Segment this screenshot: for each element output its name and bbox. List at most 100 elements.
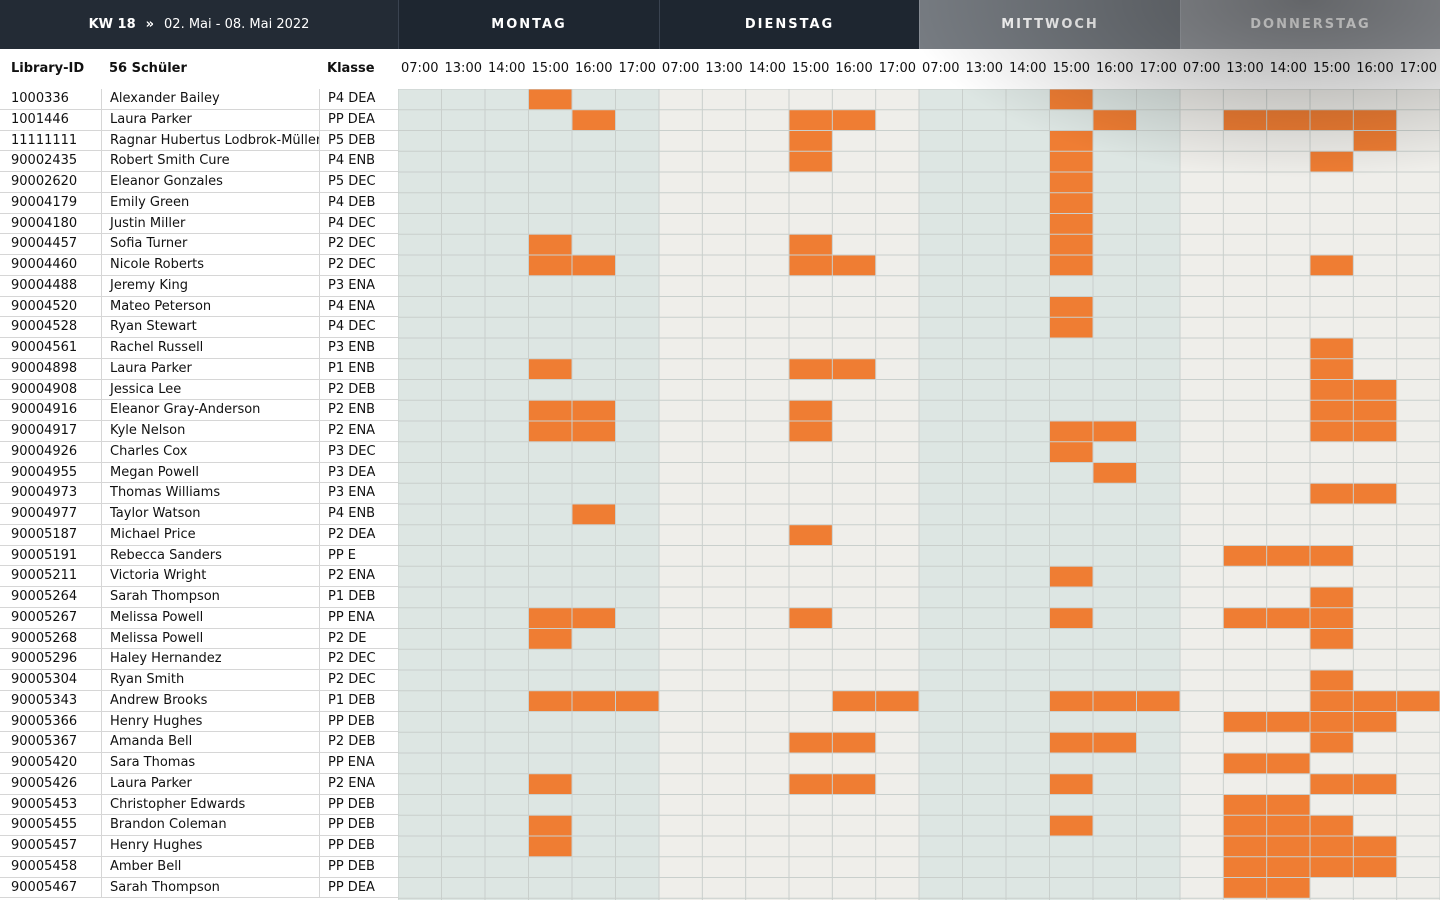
student-row[interactable]: 90005268 Melissa Powell P2 DE — [0, 628, 398, 650]
student-name: Ryan Smith — [101, 670, 319, 691]
student-row[interactable]: 90004528 Ryan Stewart P4 DEC — [0, 317, 398, 338]
student-row[interactable]: 90002435 Robert Smith Cure P4 ENB — [0, 151, 398, 172]
booked-slot — [1310, 379, 1354, 401]
student-row[interactable]: 90004977 Taylor Watson P4 ENB — [0, 504, 398, 525]
student-row[interactable]: 90005296 Haley Hernandez P2 DEC — [0, 649, 398, 670]
column-header-students[interactable]: 56 Schüler — [109, 61, 187, 76]
student-id: 90004520 — [11, 298, 78, 314]
student-name: Laura Parker — [101, 109, 319, 131]
student-id: 90005366 — [11, 713, 78, 729]
student-row[interactable]: 90004898 Laura Parker P1 ENB — [0, 358, 398, 380]
student-row[interactable]: 90005453 Christopher Edwards PP DEB — [0, 794, 398, 816]
student-class: P4 ENA — [319, 296, 398, 318]
booked-slot — [1049, 317, 1093, 338]
student-row[interactable]: 90004561 Rachel Russell P3 ENB — [0, 338, 398, 359]
student-row[interactable]: 90004488 Jeremy King P3 ENA — [0, 275, 398, 297]
student-class: PP DEA — [319, 109, 398, 131]
booked-slot — [1266, 836, 1310, 857]
booked-slot — [528, 421, 572, 442]
booked-slot — [1310, 856, 1354, 878]
booked-slot — [1310, 711, 1354, 733]
student-row[interactable]: 90005467 Sarah Thompson PP DEA — [0, 877, 398, 899]
day-header-tuesday: DIENSTAG — [659, 0, 919, 49]
time-header: 16:00 — [1096, 61, 1134, 76]
student-name: Mateo Peterson — [101, 296, 319, 318]
student-name: Megan Powell — [101, 462, 319, 484]
booked-slot — [789, 732, 833, 753]
booked-slot — [1266, 753, 1310, 774]
student-id: 90004561 — [11, 340, 78, 355]
booked-slot — [1093, 732, 1137, 753]
time-header: 15:00 — [791, 61, 830, 76]
student-row[interactable]: 90004179 Emily Green P4 DEB — [0, 192, 398, 214]
student-row[interactable]: 90005367 Amanda Bell P2 DEB — [0, 732, 398, 753]
student-id: 90002620 — [11, 174, 78, 189]
student-row[interactable]: 90004917 Kyle Nelson P2 ENA — [0, 421, 398, 442]
student-row[interactable]: 90004955 Megan Powell P3 DEA — [0, 462, 398, 484]
booked-slot — [1353, 400, 1397, 421]
day-header-thursday: DONNERSTAG — [1180, 0, 1440, 49]
student-class: P2 DE — [319, 628, 398, 650]
booked-slot — [1310, 358, 1354, 380]
booked-slot — [1049, 566, 1093, 587]
student-row[interactable]: 1000336 Alexander Bailey P4 DEA — [0, 89, 398, 110]
student-row[interactable]: 90005457 Henry Hughes PP DEB — [0, 836, 398, 857]
booked-slot — [572, 504, 616, 525]
student-row[interactable]: 11111111 Ragnar Hubertus Lodbrok-Müller P5… — [0, 130, 398, 152]
student-row[interactable]: 90005267 Melissa Powell PP ENA — [0, 607, 398, 629]
student-row[interactable]: 90004520 Mateo Peterson P4 ENA — [0, 296, 398, 318]
student-row[interactable]: 90005191 Rebecca Sanders PP E — [0, 545, 398, 567]
booked-slot — [1353, 109, 1397, 131]
booked-slot — [1396, 690, 1440, 712]
student-name: Laura Parker — [101, 773, 319, 795]
student-name: Jessica Lee — [101, 379, 319, 401]
booked-slot — [1266, 607, 1310, 629]
student-row[interactable]: 90005420 Sara Thomas PP ENA — [0, 753, 398, 774]
student-class: P3 ENA — [319, 275, 398, 297]
student-row[interactable]: 90005187 Michael Price P2 DEA — [0, 524, 398, 546]
student-row[interactable]: 90004926 Charles Cox P3 DEC — [0, 441, 398, 463]
student-row[interactable]: 90005264 Sarah Thompson P1 DEB — [0, 587, 398, 608]
student-name: Sara Thomas — [101, 753, 319, 774]
student-row[interactable]: 90005304 Ryan Smith P2 DEC — [0, 670, 398, 691]
student-row[interactable]: 90004973 Thomas Williams P3 ENA — [0, 483, 398, 504]
booked-slot — [572, 421, 616, 442]
student-row[interactable]: 90005211 Victoria Wright P2 ENA — [0, 566, 398, 587]
student-row[interactable]: 90005455 Brandon Coleman PP DEB — [0, 815, 398, 836]
booked-slot — [1049, 815, 1093, 836]
student-row[interactable]: 90005458 Amber Bell PP DEB — [0, 856, 398, 878]
booked-slot — [1223, 607, 1267, 629]
booked-slot — [1353, 379, 1397, 401]
booked-slot — [789, 130, 833, 152]
student-id: 11111111 — [11, 132, 78, 148]
student-row[interactable]: 90005426 Laura Parker P2 ENA — [0, 773, 398, 795]
student-row[interactable]: 90004460 Nicole Roberts P2 DEC — [0, 255, 398, 276]
student-row[interactable]: 90005343 Andrew Brooks P1 DEB — [0, 690, 398, 712]
student-row[interactable]: 90004180 Justin Miller P4 DEC — [0, 213, 398, 235]
booked-slot — [789, 524, 833, 546]
column-header-class[interactable]: Klasse — [327, 61, 375, 76]
student-class: P2 ENA — [319, 421, 398, 442]
week-number[interactable]: KW 18 — [88, 17, 136, 32]
column-header-library-id[interactable]: Library-ID — [11, 61, 85, 76]
time-header: 15:00 — [1052, 61, 1090, 76]
booked-slot — [572, 255, 616, 276]
student-id: 90005187 — [11, 526, 78, 542]
student-row[interactable]: 1001446 Laura Parker PP DEA — [0, 109, 398, 131]
student-row[interactable]: 90004457 Sofia Turner P2 DEC — [0, 234, 398, 255]
booked-slot — [1223, 545, 1267, 567]
student-name: Taylor Watson — [101, 504, 319, 525]
booked-slot — [1310, 670, 1354, 691]
student-class: P4 ENB — [319, 151, 398, 172]
student-name: Alexander Bailey — [101, 89, 319, 110]
student-row[interactable]: 90004916 Eleanor Gray-Anderson P2 ENB — [0, 400, 398, 421]
booked-slot — [1310, 338, 1354, 359]
student-row[interactable]: 90005366 Henry Hughes PP DEB — [0, 711, 398, 733]
student-row[interactable]: 90002620 Eleanor Gonzales P5 DEC — [0, 172, 398, 193]
booked-slot — [528, 628, 572, 650]
booked-slot — [1353, 421, 1397, 442]
student-row[interactable]: 90004908 Jessica Lee P2 DEB — [0, 379, 398, 401]
booked-slot — [1266, 815, 1310, 836]
student-id: 90005453 — [11, 796, 78, 812]
student-class: PP DEB — [319, 836, 398, 857]
